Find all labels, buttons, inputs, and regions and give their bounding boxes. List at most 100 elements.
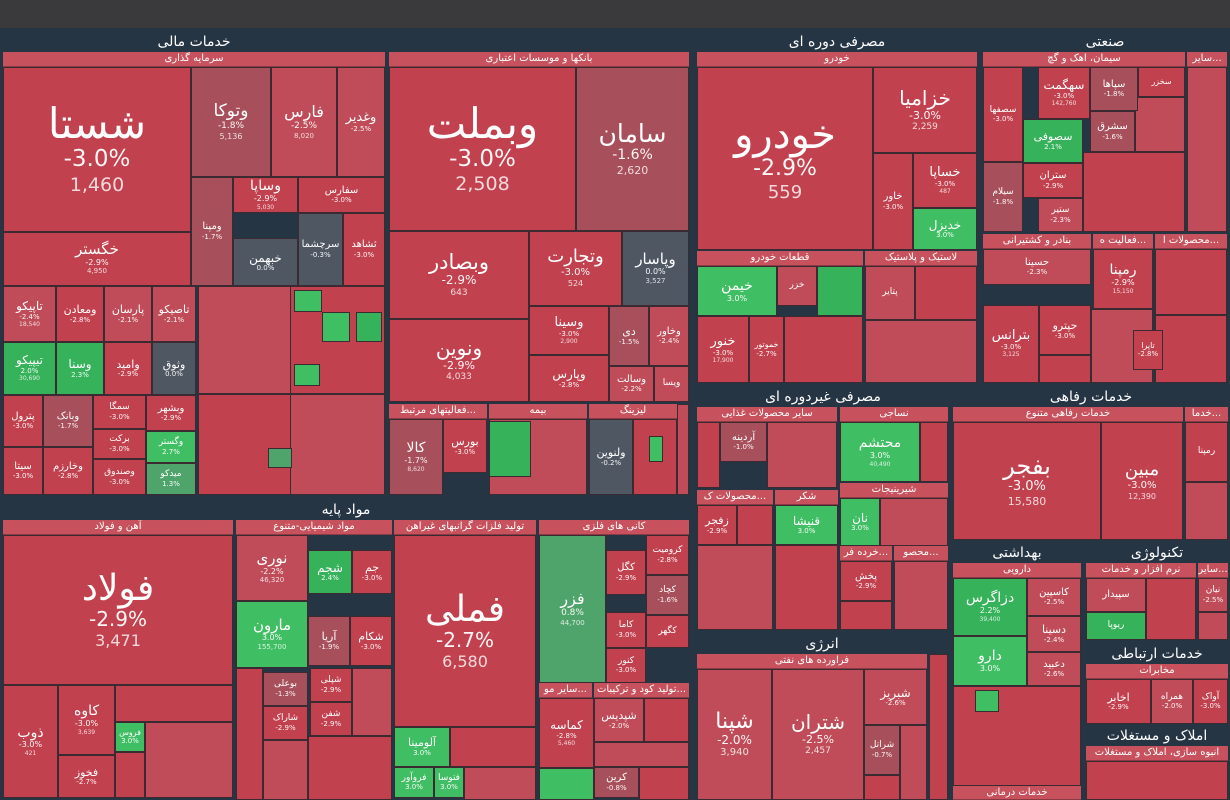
treemap-cell[interactable] <box>1135 97 1185 152</box>
stock-tile[interactable]: حسینا -2.3% <box>983 249 1091 285</box>
stock-tile[interactable]: ومپنا -1.7% <box>191 177 233 286</box>
stock-tile[interactable]: فزر 0.8% 44,700 <box>539 535 606 683</box>
stock-tile[interactable]: کگهر <box>646 615 689 648</box>
treemap-cell[interactable] <box>900 725 927 800</box>
industry-header[interactable]: خدما... <box>1185 407 1228 422</box>
treemap-cell[interactable] <box>290 394 385 495</box>
stock-tile[interactable]: شکام -3.0% <box>350 616 392 666</box>
stock-tile[interactable]: خزامیا -3.0% 2,259 <box>873 67 977 153</box>
stock-tile[interactable]: آلومینا 3.0% <box>394 727 450 767</box>
sec-realestate-title[interactable]: املاک و مستغلات <box>1106 728 1208 744</box>
stock-tile[interactable]: وتجارت -3.0% 524 <box>529 231 622 306</box>
stock-tile[interactable]: سفارس -3.0% <box>298 177 385 213</box>
stock-tile[interactable]: وصندوق -3.0% <box>93 459 146 495</box>
stock-tile[interactable]: شستا -3.0% 1,460 <box>3 67 191 232</box>
stock-tile[interactable]: سمگا -3.0% <box>93 395 146 429</box>
industry-header[interactable]: بانکها و موسسات اعتباری <box>389 52 689 67</box>
stock-tile[interactable]: کاوه -3.0% 3,639 <box>58 685 115 755</box>
stock-tile[interactable]: کالا -1.7% 8,620 <box>389 419 443 495</box>
stock-tile[interactable]: پترول -3.0% <box>3 395 43 447</box>
stock-tile[interactable]: خیمن 3.0% <box>697 266 777 316</box>
treemap-cell[interactable] <box>115 685 233 722</box>
treemap-cell[interactable] <box>115 752 145 798</box>
treemap-cell[interactable] <box>1086 761 1228 800</box>
stock-tile[interactable]: دسینا -2.4% <box>1027 616 1081 652</box>
industry-header[interactable]: فعالیت ه... <box>1093 234 1153 249</box>
treemap-cell[interactable] <box>784 316 863 383</box>
treemap-cell[interactable] <box>639 767 689 800</box>
stock-tile[interactable]: وثوق 0.0% <box>152 342 196 395</box>
sec-industrial-title[interactable]: صنعتی <box>1085 34 1125 50</box>
stock-tile[interactable]: کچاد -1.6% <box>646 575 689 615</box>
stock-tile[interactable]: تاپرا -2.8% <box>1133 330 1163 370</box>
industry-header[interactable]: نرم افزار و خدمات <box>1086 563 1196 578</box>
treemap-cell[interactable] <box>840 601 892 630</box>
sec-health-title[interactable]: بهداشتی <box>992 545 1042 561</box>
treemap-cell[interactable] <box>236 668 263 800</box>
stock-tile[interactable]: خموتور -2.7% <box>749 316 784 383</box>
treemap-cell[interactable] <box>263 740 308 800</box>
stock-tile[interactable]: شپدیس -2.0% <box>594 698 644 742</box>
stock-tile[interactable]: دعبید -2.6% <box>1027 652 1081 686</box>
treemap-cell[interactable] <box>1198 612 1228 640</box>
industry-header[interactable]: سرمایه گذاری <box>3 52 385 67</box>
sec-tech-title[interactable]: تکنولوژی <box>1130 545 1184 561</box>
stock-tile[interactable]: سامان -1.6% 2,620 <box>576 67 689 231</box>
stock-tile[interactable]: کاسپین -2.5% <box>1027 578 1081 616</box>
industry-header[interactable]: بیمه <box>489 404 587 419</box>
stock-tile[interactable]: وساپا -2.9% 5,030 <box>233 177 298 213</box>
stock-tile[interactable]: پخش -2.9% <box>840 561 892 601</box>
treemap-cell[interactable] <box>1083 152 1185 232</box>
stock-tile[interactable]: بورس -3.0% <box>443 419 487 473</box>
treemap-cell[interactable] <box>198 394 294 495</box>
treemap-cell[interactable] <box>308 736 392 800</box>
treemap-cell[interactable] <box>539 768 594 800</box>
stock-tile[interactable]: وبملت -3.0% 2,508 <box>389 67 576 231</box>
treemap-cell[interactable] <box>294 290 322 312</box>
sec-consumer-title[interactable]: مصرفی دوره ای <box>788 34 886 50</box>
stock-tile[interactable]: خدیزل 3.0% <box>913 208 977 250</box>
industry-header[interactable]: تولید کود و ترکیبات... <box>594 683 689 698</box>
treemap-cell[interactable] <box>975 690 999 712</box>
treemap-cell[interactable] <box>198 286 294 394</box>
sec-welfare-title[interactable]: خدمات رفاهی <box>1049 389 1133 405</box>
stock-tile[interactable]: وخارزم -2.8% <box>43 447 93 495</box>
stock-tile[interactable]: خگستر -2.9% 4,950 <box>3 232 191 286</box>
industry-header[interactable]: لیزینگ <box>589 404 677 419</box>
industry-header[interactable]: مواد شیمیایی-متنوع <box>236 520 392 535</box>
industry-header[interactable]: مخابرات <box>1086 664 1228 679</box>
industry-header[interactable]: محصولات ک... <box>697 490 773 505</box>
stock-tile[interactable]: وبانک -1.7% <box>43 395 93 447</box>
stock-tile[interactable]: ستیر -2.3% <box>1038 198 1083 232</box>
stock-tile[interactable]: آردینه -1.0% <box>720 422 767 462</box>
sec-basic-title[interactable]: مواد پایه <box>321 502 371 518</box>
industry-header[interactable]: آهن و فولاد <box>3 520 233 535</box>
stock-tile[interactable]: کنور -3.0% <box>606 648 646 683</box>
stock-tile[interactable]: سصفها -3.0% <box>983 67 1023 162</box>
industry-header[interactable]: خرده فر... <box>840 546 892 561</box>
stock-tile[interactable]: سیلام -1.8% <box>983 162 1023 232</box>
industry-header[interactable]: خودرو <box>697 52 977 67</box>
stock-tile[interactable]: فارس -2.5% 8,020 <box>271 67 337 177</box>
stock-tile[interactable]: مارون 3.0% 155,700 <box>236 601 308 668</box>
industry-header[interactable]: دارویی <box>953 563 1081 578</box>
treemap-cell[interactable] <box>865 320 977 383</box>
stock-tile[interactable]: فملی -2.7% 6,580 <box>394 535 536 727</box>
sec-consumer2-title[interactable]: مصرفی غیردوره ای <box>765 389 881 405</box>
stock-tile[interactable]: شاراک -2.9% <box>263 706 308 740</box>
treemap-cell[interactable] <box>489 421 531 477</box>
stock-tile[interactable]: تاصیکو -2.1% <box>152 286 196 342</box>
industry-header[interactable]: سایر محصولات غذایی <box>697 407 837 422</box>
stock-tile[interactable]: وبشهر -2.9% <box>146 395 196 431</box>
treemap-cell[interactable] <box>1039 355 1091 383</box>
treemap-cell[interactable] <box>953 686 1081 786</box>
stock-tile[interactable]: وپاسار 0.0% 3,527 <box>622 231 689 306</box>
stock-tile[interactable]: خنور -3.0% 17,900 <box>697 316 749 383</box>
stock-tile[interactable]: سرچشما -0.3% <box>298 213 343 286</box>
stock-tile[interactable]: سپاها -1.8% <box>1090 67 1138 111</box>
stock-tile[interactable]: حپترو -3.0% <box>1039 305 1091 355</box>
stock-tile[interactable]: خودرو -2.9% 559 <box>697 67 873 250</box>
treemap-cell[interactable] <box>649 436 663 462</box>
industry-header[interactable]: خدمات درمانی <box>953 786 1081 800</box>
stock-tile[interactable]: شراتل -0.7% <box>864 725 900 775</box>
